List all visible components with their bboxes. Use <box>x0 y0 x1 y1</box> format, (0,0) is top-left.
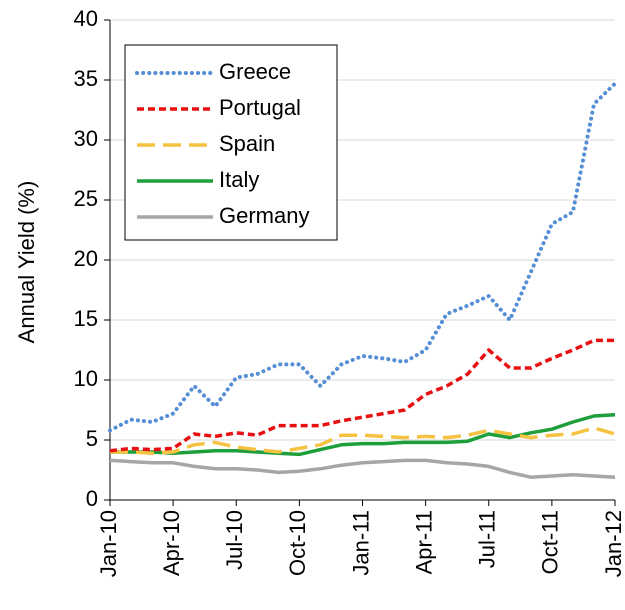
x-tick-label: Jul-11 <box>475 510 500 568</box>
y-tick-label: 15 <box>74 306 98 331</box>
y-axis-label: Annual Yield (%) <box>14 181 39 344</box>
legend-label: Italy <box>219 167 259 192</box>
y-tick-label: 25 <box>74 186 98 211</box>
x-tick-label: Oct-11 <box>538 510 563 574</box>
x-tick-label: Jan-10 <box>96 510 121 577</box>
series-line <box>109 458 616 479</box>
legend-label: Portugal <box>219 95 301 120</box>
legend-box <box>124 44 338 241</box>
y-tick-label: 35 <box>74 66 98 91</box>
y-tick-label: 20 <box>74 246 98 271</box>
series-line <box>110 413 616 457</box>
series-line <box>109 338 615 453</box>
x-tick-label: Jan-12 <box>601 510 625 577</box>
x-tick-label: Apr-11 <box>411 510 436 574</box>
legend-label: Germany <box>219 203 309 228</box>
x-tick-label: Jan-11 <box>348 510 373 576</box>
y-tick-label: 5 <box>86 426 98 451</box>
series-line <box>108 81 617 433</box>
legend-label: Greece <box>219 59 291 84</box>
x-tick-label: Jul-10 <box>222 510 247 570</box>
y-tick-label: 30 <box>74 126 98 151</box>
series-line <box>110 426 616 455</box>
legend-label: Spain <box>219 131 275 156</box>
y-tick-label: 0 <box>86 486 98 511</box>
y-tick-label: 40 <box>74 6 98 31</box>
x-tick-label: Oct-10 <box>285 510 310 576</box>
x-tick-label: Apr-10 <box>159 510 184 576</box>
y-tick-label: 10 <box>74 366 98 391</box>
